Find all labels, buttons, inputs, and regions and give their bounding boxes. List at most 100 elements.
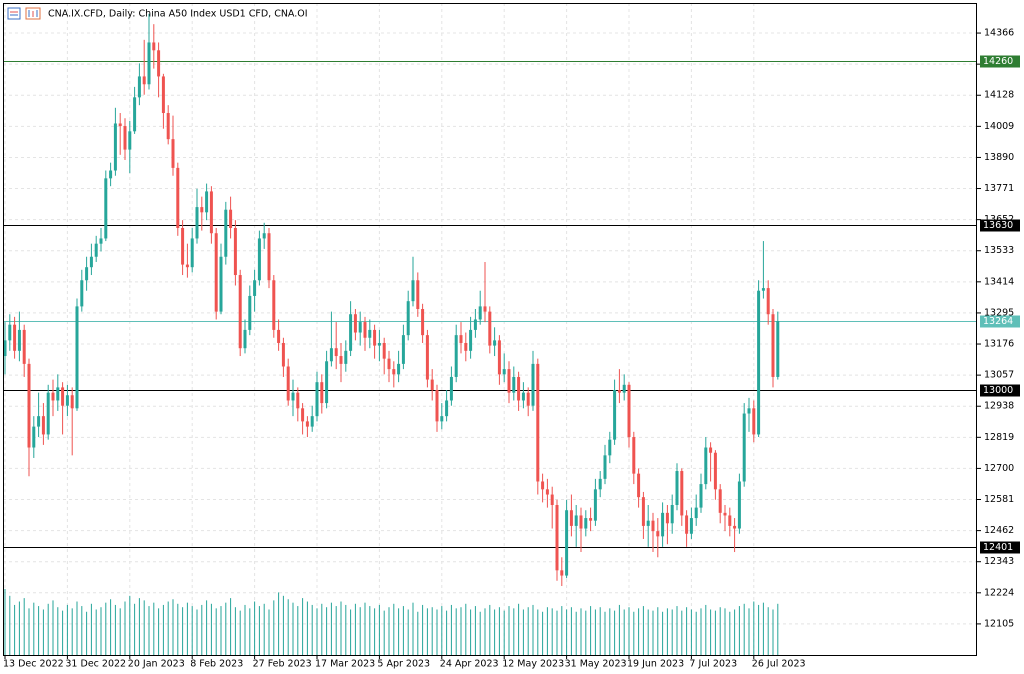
x-tick-label: 5 Apr 2023 xyxy=(377,659,430,670)
volume-bar xyxy=(388,607,390,655)
chart-title: CNA.IX.CFD, Daily: China A50 Index USD1 … xyxy=(48,9,308,20)
candle-body xyxy=(65,395,69,406)
volume-bar xyxy=(124,601,126,655)
volume-bar xyxy=(412,602,414,655)
icon xyxy=(7,7,21,20)
volume-bar xyxy=(254,601,256,655)
price-label: 13630 xyxy=(983,220,1013,231)
volume-bar xyxy=(518,603,520,655)
candle-body xyxy=(512,376,516,393)
candle-body xyxy=(593,489,597,521)
volume-bar xyxy=(657,607,659,655)
candle-body xyxy=(449,376,453,401)
candle-body xyxy=(646,520,650,526)
volume-bar xyxy=(681,610,683,655)
volume-bar xyxy=(287,599,289,655)
volume-bar xyxy=(590,606,592,655)
candle-body xyxy=(118,123,122,127)
candle-body xyxy=(411,280,415,302)
volume-bar xyxy=(110,599,112,655)
y-tick-label: 13414 xyxy=(984,276,1014,287)
volume-bar xyxy=(172,599,174,655)
y-tick-label: 14366 xyxy=(984,28,1014,39)
volume-bar xyxy=(537,609,539,655)
volume-bar xyxy=(263,603,265,655)
volume-bar xyxy=(575,611,577,655)
volume-bar xyxy=(642,606,644,655)
volume-bar xyxy=(503,610,505,655)
volume-bar xyxy=(268,609,270,655)
volume-bar xyxy=(494,609,496,655)
volume-bar xyxy=(772,609,774,655)
candle-body xyxy=(99,238,103,244)
y-tick-label: 13771 xyxy=(984,183,1014,194)
volume-bar xyxy=(153,602,155,655)
volume-bar xyxy=(508,606,510,655)
candle-body xyxy=(541,481,545,490)
y-tick-label: 12105 xyxy=(984,618,1014,629)
candle-body xyxy=(85,267,89,281)
y-tick-label: 13057 xyxy=(984,370,1014,381)
candle-body xyxy=(310,416,314,427)
y-tick-label: 12700 xyxy=(984,463,1014,474)
candle-body xyxy=(291,392,295,401)
candle-body xyxy=(589,518,593,521)
volume-bar xyxy=(66,604,68,655)
candle-body xyxy=(603,455,607,479)
candle-body xyxy=(416,280,420,310)
candle-body xyxy=(229,209,233,228)
candle-body xyxy=(147,42,151,85)
volume-bar xyxy=(182,607,184,655)
candle-body xyxy=(430,379,434,391)
volume-bar xyxy=(762,602,764,655)
volume-bar xyxy=(345,604,347,655)
volume-bar xyxy=(450,604,452,655)
volume-bar xyxy=(196,609,198,655)
candle-body xyxy=(771,314,775,377)
candle-body xyxy=(733,525,737,529)
volume-bar xyxy=(302,598,304,655)
candle-body xyxy=(713,452,717,490)
candle-body xyxy=(315,382,319,417)
volume-bar xyxy=(585,610,587,655)
candle-body xyxy=(689,518,693,534)
volume-bar xyxy=(441,606,443,655)
candle-body xyxy=(128,131,132,150)
candle-body xyxy=(214,233,218,312)
candle-body xyxy=(685,515,689,534)
volume-bar xyxy=(95,609,97,655)
volume-bar xyxy=(426,608,428,655)
candle-body xyxy=(89,256,93,268)
candle-body xyxy=(757,290,761,435)
volume-bar xyxy=(378,604,380,655)
candle-body xyxy=(709,447,713,453)
candle-body xyxy=(37,416,41,427)
y-tick-label: 14009 xyxy=(984,121,1014,132)
candle-body xyxy=(325,361,329,404)
candle-body xyxy=(406,301,410,336)
volume-bar xyxy=(335,606,337,655)
volume-bar xyxy=(609,608,611,655)
candle-body xyxy=(661,512,665,537)
volume-bar xyxy=(599,607,601,655)
volume-bar xyxy=(215,608,217,655)
volume-bar xyxy=(340,601,342,655)
candle-body xyxy=(445,400,449,417)
y-tick-label: 12462 xyxy=(984,525,1014,536)
volume-bar xyxy=(652,610,654,655)
candle-body xyxy=(569,510,573,526)
candle-body xyxy=(598,478,602,490)
y-tick-label: 13533 xyxy=(984,245,1014,256)
candle-body xyxy=(608,439,612,456)
volume-bar xyxy=(4,589,6,655)
volume-bar xyxy=(374,608,376,655)
volume-bar xyxy=(686,607,688,655)
candle-body xyxy=(373,329,377,346)
volume-bar xyxy=(129,595,131,655)
candle-body xyxy=(704,447,708,485)
candle-body xyxy=(161,76,165,114)
candle-body xyxy=(142,76,146,85)
candle-body xyxy=(349,314,353,351)
candle-body xyxy=(200,207,204,213)
volume-bar xyxy=(81,606,83,655)
